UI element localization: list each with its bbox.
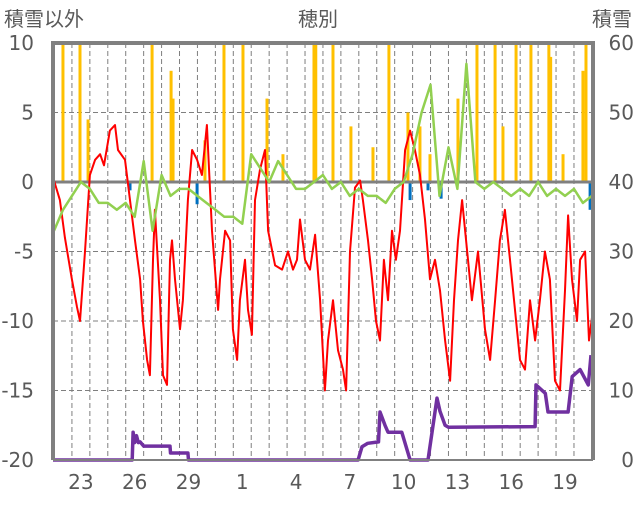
yellow-bar bbox=[222, 43, 226, 182]
green-series-line bbox=[52, 62, 593, 232]
yellow-bar bbox=[501, 126, 505, 182]
x-tick-label: 13 bbox=[445, 470, 470, 494]
blue-bar bbox=[408, 182, 412, 201]
yellow-bar bbox=[584, 43, 588, 182]
blue-bar bbox=[128, 182, 132, 191]
yellow-bar bbox=[529, 43, 533, 182]
yellow-bar bbox=[561, 154, 565, 182]
yellow-bar bbox=[428, 154, 432, 182]
yellow-bar bbox=[549, 56, 553, 182]
x-tick-label: 29 bbox=[176, 470, 201, 494]
yellow-bar bbox=[86, 119, 90, 182]
y-left-tick-label: -10 bbox=[1, 309, 34, 333]
y-right-tick-label: 20 bbox=[609, 309, 634, 333]
yellow-bar bbox=[406, 112, 410, 182]
x-tick-label: 7 bbox=[343, 470, 356, 494]
y-left-tick-label: -20 bbox=[1, 448, 34, 472]
yellow-bar bbox=[265, 98, 269, 182]
y-left-tick-label: 10 bbox=[9, 31, 34, 55]
plot-border bbox=[51, 41, 595, 460]
y-left-tick-label: 5 bbox=[21, 101, 34, 125]
y-right-tick-label: 50 bbox=[609, 101, 634, 125]
y-right-tick-label: 60 bbox=[609, 31, 634, 55]
x-tick-label: 19 bbox=[552, 470, 577, 494]
yellow-bar bbox=[418, 126, 422, 182]
yellow-bar bbox=[203, 140, 207, 182]
x-tick-label: 4 bbox=[290, 470, 303, 494]
x-tick-label: 26 bbox=[122, 470, 147, 494]
yellow-bar bbox=[314, 43, 318, 182]
y-left-tick-label: -15 bbox=[1, 379, 34, 403]
gridlines bbox=[53, 43, 593, 460]
yellow-bar bbox=[493, 43, 497, 182]
yellow-bar bbox=[169, 70, 173, 182]
blue-bar bbox=[195, 182, 199, 205]
x-tick-label: 10 bbox=[391, 470, 416, 494]
yellow-bar bbox=[547, 43, 551, 182]
x-tick-label: 16 bbox=[498, 470, 523, 494]
yellow-bar bbox=[171, 98, 175, 182]
yellow-bar bbox=[78, 43, 82, 182]
y-right-tick-label: 10 bbox=[609, 379, 634, 403]
y-right-tick-label: 0 bbox=[621, 448, 634, 472]
yellow-bar bbox=[241, 43, 245, 182]
purple-series-line bbox=[53, 354, 593, 462]
chart-title: 穂別 bbox=[298, 7, 338, 31]
series-marks bbox=[52, 43, 594, 462]
yellow-bar bbox=[371, 147, 375, 182]
yellow-bar bbox=[349, 126, 353, 182]
y-right-tick-label: 30 bbox=[609, 240, 634, 264]
yellow-bar bbox=[150, 43, 154, 182]
x-tick-label: 23 bbox=[68, 470, 93, 494]
left-axis-title: 積雪以外 bbox=[4, 7, 84, 31]
yellow-bar bbox=[387, 43, 391, 182]
yellow-bar bbox=[312, 43, 316, 182]
yellow-bar bbox=[581, 70, 585, 182]
y-right-tick-label: 40 bbox=[609, 170, 634, 194]
x-tick-label: 1 bbox=[236, 470, 249, 494]
red-series-line bbox=[53, 124, 594, 392]
y-left-tick-label: -5 bbox=[14, 240, 34, 264]
yellow-bar bbox=[61, 43, 65, 182]
yellow-bar bbox=[514, 43, 518, 182]
blue-bar bbox=[426, 182, 430, 191]
yellow-bar bbox=[456, 98, 460, 182]
y-left-tick-label: 0 bbox=[21, 170, 34, 194]
plot-frame bbox=[51, 41, 595, 461]
right-axis-title: 積雪 bbox=[592, 7, 632, 31]
yellow-bar bbox=[475, 43, 479, 182]
yellow-bar bbox=[331, 43, 335, 182]
